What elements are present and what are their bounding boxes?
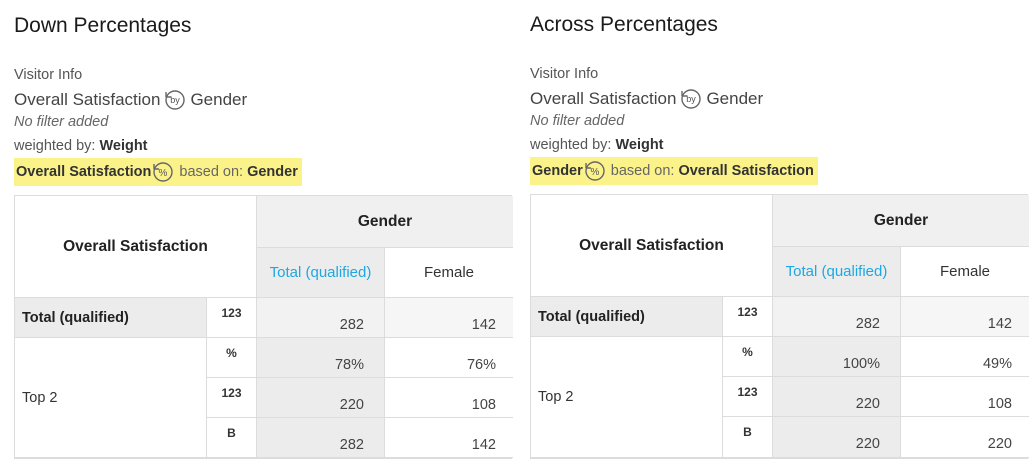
svg-text:by: by xyxy=(687,94,697,104)
table-cell: 282 xyxy=(773,297,901,337)
row-header: Overall Satisfaction xyxy=(531,195,773,297)
column-header-female: Female xyxy=(385,248,513,298)
table-cell: 78% xyxy=(257,338,385,378)
panel-title: Down Percentages xyxy=(14,14,192,37)
panel-title: Across Percentages xyxy=(530,13,718,36)
percentage-basis[interactable]: Overall Satisfaction % based on: Gender xyxy=(14,158,302,186)
percent-icon: % xyxy=(151,160,175,184)
based-on-label: based on: xyxy=(179,164,244,180)
row-type: 123 xyxy=(207,378,257,418)
percentage-basis[interactable]: Gender % based on: Overall Satisfaction xyxy=(530,157,818,185)
table-cell: 100% xyxy=(773,337,901,377)
crosstab-subject[interactable]: Overall Satisfaction by Gender xyxy=(530,87,763,111)
across-percentages-panel: Across Percentages Visitor Info Overall … xyxy=(530,0,1030,459)
column-header-female: Female xyxy=(901,247,1029,297)
row-label-top2: Top 2 xyxy=(531,337,723,458)
svg-text:%: % xyxy=(159,168,168,179)
crosstab-subject[interactable]: Overall Satisfaction by Gender xyxy=(14,88,247,112)
based-on-label: based on: xyxy=(610,163,675,179)
table-cell: 220 xyxy=(773,377,901,417)
filter-status: No filter added xyxy=(14,114,109,130)
subject-by-variable: Gender xyxy=(190,90,248,109)
row-header: Overall Satisfaction xyxy=(15,196,257,298)
table-cell: 220 xyxy=(773,417,901,458)
by-icon: by xyxy=(679,87,703,111)
weight-value: Weight xyxy=(615,137,664,153)
svg-text:%: % xyxy=(590,167,599,178)
crosstab-table: Overall Satisfaction Gender Total (quali… xyxy=(530,194,1029,459)
based-on-value: Gender xyxy=(247,164,298,180)
based-on-value: Overall Satisfaction xyxy=(678,163,814,179)
table-cell: 76% xyxy=(385,338,513,378)
row-type: B xyxy=(723,417,773,458)
row-type: 123 xyxy=(207,298,257,338)
table-cell: 108 xyxy=(385,378,513,418)
row-type: % xyxy=(723,337,773,377)
weighted-by: weighted by: Weight xyxy=(530,137,664,153)
row-label-total: Total (qualified) xyxy=(15,298,207,338)
table-cell: 282 xyxy=(257,298,385,338)
row-type: % xyxy=(207,338,257,378)
visitor-info-label: Visitor Info xyxy=(530,66,599,82)
weight-value: Weight xyxy=(99,138,148,154)
row-label-top2: Top 2 xyxy=(15,338,207,458)
basis-variable: Overall Satisfaction xyxy=(16,164,152,180)
svg-text:by: by xyxy=(171,95,181,105)
visitor-info-label: Visitor Info xyxy=(14,67,83,83)
table-cell: 142 xyxy=(385,418,513,458)
weighted-by: weighted by: Weight xyxy=(14,138,148,154)
table-cell: 108 xyxy=(901,377,1029,417)
subject-variable: Overall Satisfaction xyxy=(14,90,161,109)
percent-icon: % xyxy=(583,159,607,183)
table-cell: 220 xyxy=(901,417,1029,458)
down-percentages-panel: Down Percentages Visitor Info Overall Sa… xyxy=(14,0,514,459)
crosstab-table: Overall Satisfaction Gender Total (quali… xyxy=(14,195,513,459)
column-header-total[interactable]: Total (qualified) xyxy=(257,248,385,298)
row-type: 123 xyxy=(723,297,773,337)
row-label-total: Total (qualified) xyxy=(531,297,723,337)
table-cell: 282 xyxy=(257,418,385,458)
row-type: 123 xyxy=(723,377,773,417)
column-group-header: Gender xyxy=(773,195,1029,247)
basis-variable: Gender xyxy=(532,163,583,179)
filter-status: No filter added xyxy=(530,113,625,129)
column-group-header: Gender xyxy=(257,196,513,248)
by-icon: by xyxy=(163,88,187,112)
row-type: B xyxy=(207,418,257,458)
subject-by-variable: Gender xyxy=(706,89,764,108)
subject-variable: Overall Satisfaction xyxy=(530,89,677,108)
table-cell: 49% xyxy=(901,337,1029,377)
table-cell: 142 xyxy=(901,297,1029,337)
table-cell: 142 xyxy=(385,298,513,338)
table-cell: 220 xyxy=(257,378,385,418)
column-header-total[interactable]: Total (qualified) xyxy=(773,247,901,297)
